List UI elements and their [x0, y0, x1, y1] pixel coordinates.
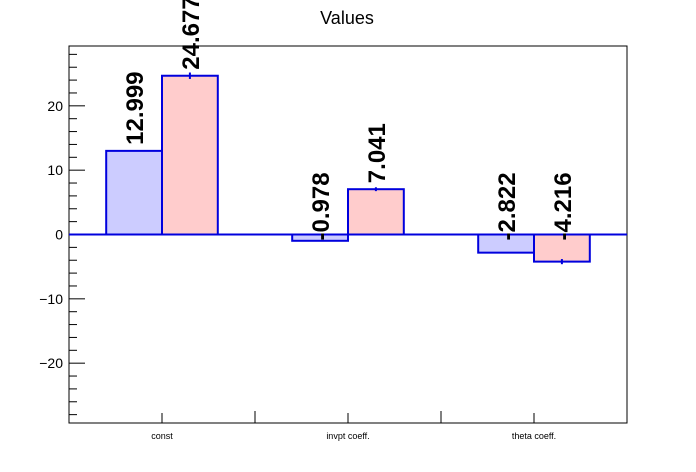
data-label: 7.041: [364, 123, 391, 183]
plot-area: −20 −10 0 10 20 12.999 -0.978 -2.822 24.677 7.041…: [39, 0, 628, 441]
data-label: 12.999: [122, 71, 149, 144]
data-label: -4.216: [550, 172, 577, 240]
y-tick-label: −10: [39, 291, 63, 307]
y-tick-label: 0: [55, 227, 63, 243]
chart-title: Values: [320, 8, 374, 28]
x-category-label: invpt coeff.: [326, 431, 369, 441]
x-category-label: const: [151, 431, 173, 441]
y-tick-label: 10: [47, 162, 63, 178]
y-tick-label: −20: [39, 355, 63, 371]
data-label: -2.822: [494, 172, 521, 240]
bar: [347, 188, 405, 236]
y-tick-label: 20: [47, 98, 63, 114]
data-label: 24.677: [178, 0, 205, 70]
bar: [161, 74, 219, 236]
bar: [105, 149, 163, 236]
data-label: -0.978: [308, 172, 335, 240]
x-category-label: theta coeff.: [512, 431, 556, 441]
